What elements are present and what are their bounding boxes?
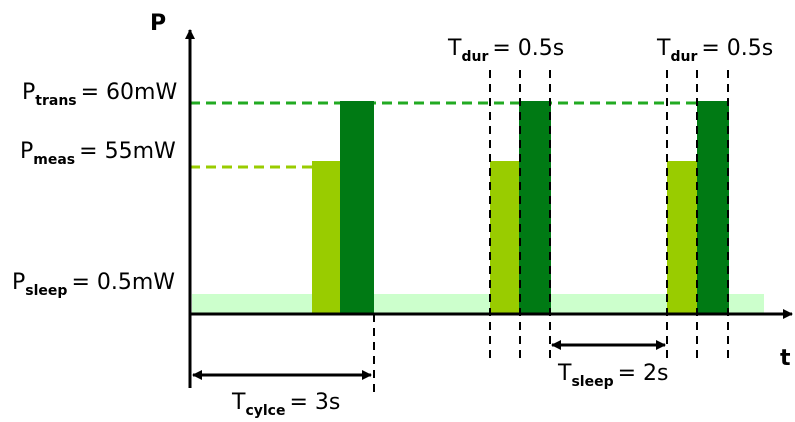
y-axis-label: P (150, 11, 166, 36)
label-p-trans: Ptrans = 60mW (22, 80, 177, 109)
trans-pulse-3 (697, 101, 729, 314)
trans-pulse-2 (519, 101, 551, 314)
x-axis-label: t (780, 346, 791, 371)
meas-pulse-3 (667, 161, 697, 314)
meas-pulse-2 (490, 161, 520, 314)
label-p-sleep: Psleep = 0.5mW (12, 270, 175, 299)
label-t-sleep: Tsleep = 2s (557, 361, 669, 390)
label-t-dur-1: Tdur = 0.5s (447, 36, 564, 65)
label-t-dur-2: Tdur = 0.5s (656, 36, 773, 65)
label-t-cycle: Tcylce = 3s (231, 390, 340, 419)
label-p-meas: Pmeas = 55mW (20, 139, 176, 168)
trans-pulse-1 (340, 101, 374, 314)
meas-pulse-1 (312, 161, 342, 314)
